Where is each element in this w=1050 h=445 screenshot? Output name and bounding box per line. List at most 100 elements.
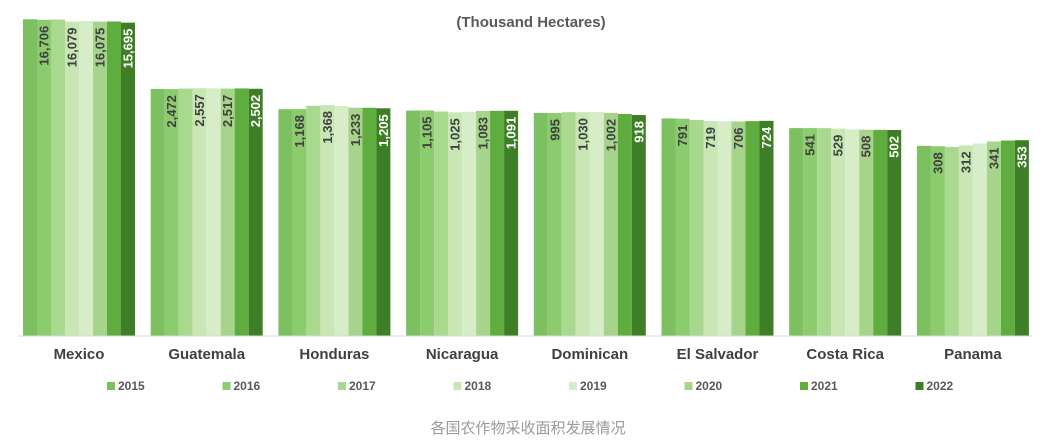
- bar-2016-dominican: [547, 113, 562, 336]
- legend-swatch-2018: [453, 382, 462, 390]
- bar-2018-mexico: [65, 21, 79, 337]
- data-label: 312: [958, 151, 973, 173]
- bar-2016-costa-rica: [803, 128, 818, 336]
- data-label: 16,079: [65, 28, 80, 68]
- bar-2019-mexico: [79, 20, 93, 336]
- bar-2017-dominican: [561, 112, 576, 336]
- bar-2017-honduras: [306, 105, 321, 336]
- bar-2019-el-salvador: [717, 121, 732, 336]
- data-label: 502: [887, 136, 902, 158]
- bar-2019-guatemala: [206, 88, 221, 336]
- bar-2016-mexico: [37, 19, 51, 336]
- bar-2017-nicaragua: [434, 111, 449, 336]
- category-label: Costa Rica: [806, 346, 884, 363]
- bar-2019-honduras: [334, 105, 349, 336]
- data-label: 706: [731, 127, 746, 149]
- bar-2020-dominican: [603, 112, 618, 336]
- bar-2017-costa-rica: [817, 128, 832, 336]
- legend-label-2020: 2020: [696, 379, 723, 393]
- bar-2020-el-salvador: [731, 121, 746, 337]
- data-label: 2,517: [220, 95, 235, 128]
- bar-2022-costa-rica: [887, 129, 902, 336]
- category-label: Guatemala: [168, 346, 245, 363]
- legend-swatch-2021: [800, 382, 808, 390]
- bars-layer: [23, 19, 1029, 337]
- bar-2015-mexico: [23, 19, 37, 336]
- bar-2021-panama: [1000, 140, 1015, 336]
- bar-2016-panama: [930, 146, 945, 336]
- legend-swatch-2017: [338, 382, 346, 390]
- bar-2021-nicaragua: [490, 110, 505, 336]
- data-label: 353: [1014, 146, 1029, 168]
- category-label: Panama: [944, 346, 1002, 363]
- bar-2020-costa-rica: [859, 129, 874, 336]
- data-label: 508: [859, 136, 874, 158]
- data-label: 541: [803, 134, 818, 156]
- data-label: 2,502: [248, 95, 263, 128]
- bar-2015-dominican: [533, 112, 548, 336]
- figure-caption: 各国农作物采收面积发展情况: [430, 420, 625, 437]
- data-label: 1,233: [348, 114, 363, 147]
- bar-2015-honduras: [278, 109, 293, 336]
- data-label: 341: [986, 147, 1001, 169]
- bar-2021-guatemala: [234, 88, 249, 337]
- bar-2015-guatemala: [150, 88, 165, 337]
- data-label: 16,075: [93, 28, 108, 68]
- bar-2015-nicaragua: [406, 110, 421, 336]
- data-label: 1,368: [320, 111, 335, 144]
- data-label: 918: [631, 121, 646, 143]
- data-label: 15,695: [121, 29, 136, 69]
- data-label: 1,083: [476, 117, 491, 150]
- legend-label-2019: 2019: [580, 379, 607, 393]
- data-labels-layer: 16,706 16,079 16,075 15,695 2,472 2,557 2,517 2…: [37, 26, 1030, 174]
- legend-swatch-2020: [684, 382, 693, 390]
- bar-2020-mexico: [93, 21, 107, 337]
- legend-label-2016: 2016: [234, 379, 261, 393]
- bar-2022-panama: [1014, 140, 1029, 336]
- data-label: 719: [703, 127, 718, 149]
- bar-2016-guatemala: [164, 89, 179, 336]
- bar-2018-nicaragua: [448, 112, 463, 336]
- bar-2020-nicaragua: [476, 110, 491, 337]
- bar-2015-costa-rica: [789, 128, 804, 336]
- data-label: 791: [675, 125, 690, 147]
- bar-2019-nicaragua: [462, 111, 477, 336]
- data-label: 1,025: [448, 118, 463, 151]
- category-label: Nicaragua: [426, 346, 499, 363]
- legend-swatch-2016: [222, 382, 231, 390]
- bar-2018-costa-rica: [831, 128, 846, 336]
- category-labels: Mexico Guatemala Honduras Nicaragua Dominica…: [54, 346, 1003, 363]
- data-label: 529: [831, 135, 846, 157]
- data-label: 995: [547, 119, 562, 141]
- bar-2021-dominican: [617, 113, 632, 337]
- data-label: 16,706: [37, 26, 52, 66]
- bar-2017-el-salvador: [689, 119, 704, 336]
- bar-2018-honduras: [320, 105, 335, 337]
- category-label: Mexico: [54, 346, 105, 363]
- chart-title: (Thousand Hectares): [456, 14, 605, 31]
- bar-2016-nicaragua: [420, 110, 435, 336]
- bar-2016-el-salvador: [675, 118, 690, 336]
- bar-2017-mexico: [51, 19, 65, 337]
- legend-label-2015: 2015: [118, 379, 145, 393]
- bar-2017-guatemala: [178, 88, 193, 336]
- category-label: Dominican: [551, 346, 628, 363]
- bar-2019-panama: [972, 143, 987, 336]
- legend-label-2021: 2021: [811, 379, 838, 393]
- bar-2020-honduras: [348, 107, 363, 336]
- data-label: 1,091: [504, 117, 519, 150]
- bar-2019-dominican: [589, 111, 604, 336]
- bar-2022-honduras: [376, 108, 391, 336]
- data-label: 308: [930, 152, 945, 174]
- bar-2021-costa-rica: [873, 129, 888, 336]
- data-label: 2,557: [192, 94, 207, 127]
- legend-label-2017: 2017: [349, 379, 376, 393]
- data-label: 1,030: [575, 118, 590, 151]
- bar-2018-el-salvador: [703, 121, 718, 336]
- legend-label-2022: 2022: [927, 379, 954, 393]
- bar-2022-nicaragua: [504, 110, 519, 336]
- bar-2022-mexico: [121, 22, 135, 336]
- bar-2018-guatemala: [192, 88, 207, 337]
- bar-2016-honduras: [292, 109, 307, 336]
- data-label: 1,168: [292, 115, 307, 148]
